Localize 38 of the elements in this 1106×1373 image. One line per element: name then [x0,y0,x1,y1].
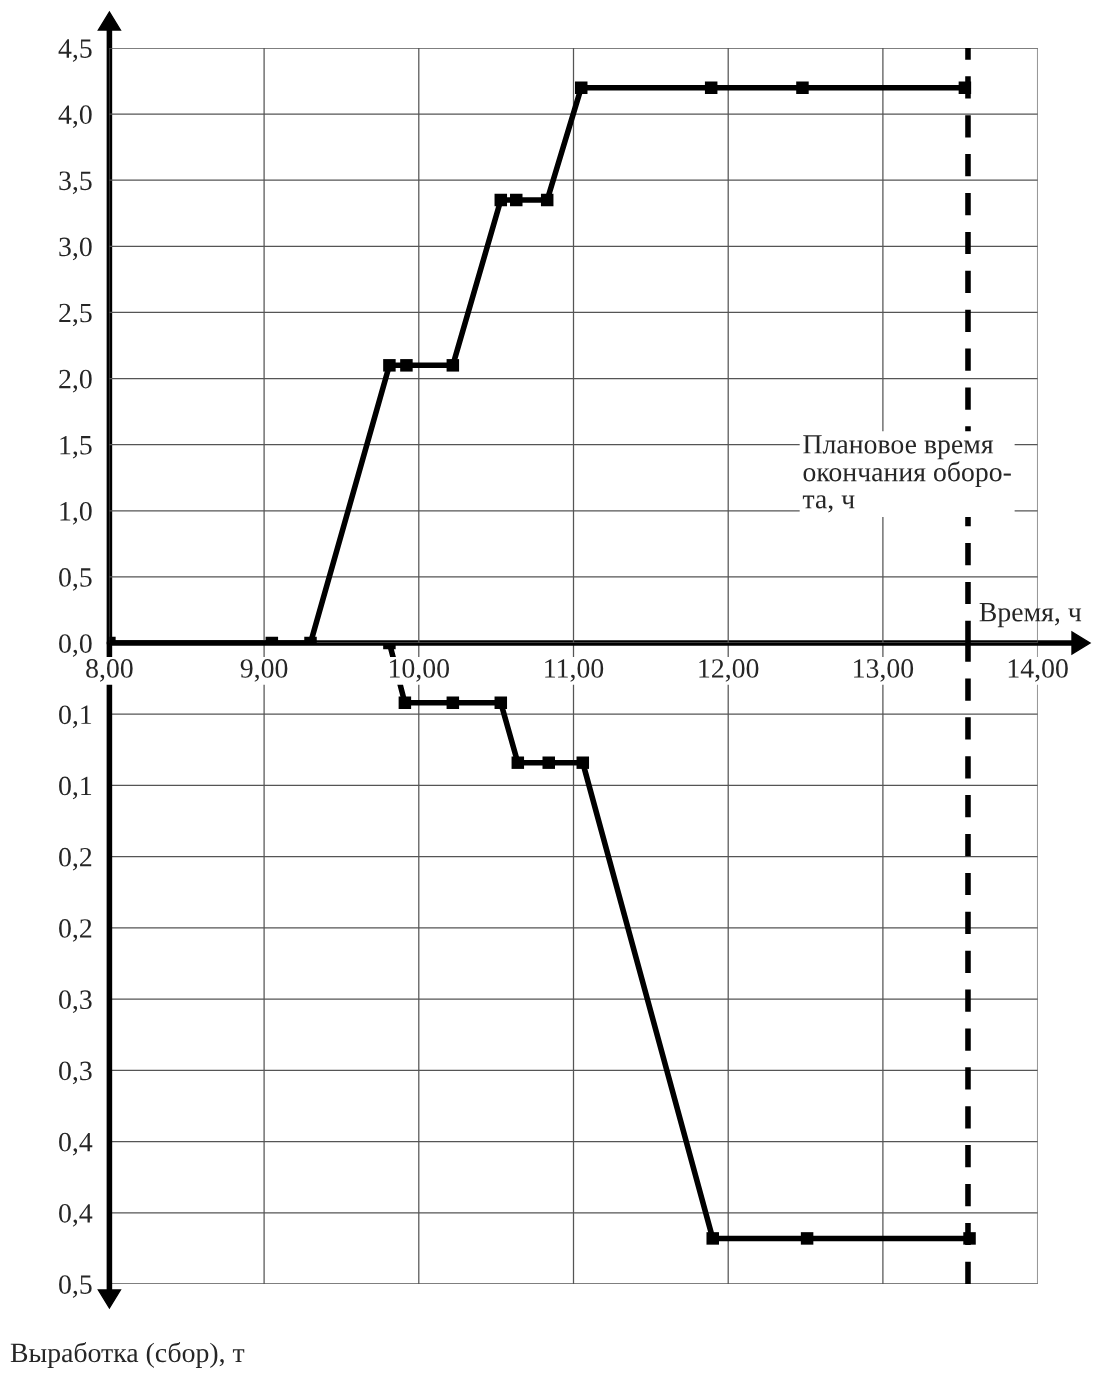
y-tick-label: 2,0 [59,369,92,393]
y-tick-label: 0,2 [59,919,92,942]
point [398,696,412,710]
y-tick-label: 0,0 [59,634,92,657]
y-tick-label: 0,3 [59,990,92,1014]
x-tick-label: 9,00 [240,659,288,682]
y-tick-label: 0,3 [59,1061,92,1085]
y-axis-title: Выработка (сбор), т [10,1342,245,1368]
x-tick-label: 14,00 [1008,659,1068,682]
point [576,756,590,769]
point [446,696,460,710]
y-tick-label: 0,2 [59,847,92,871]
point [800,1232,814,1245]
x-tick-label: 10,00 [389,659,449,682]
point [494,696,508,710]
x-axis-title: Время, ч [979,603,1082,628]
x-tick-label: 11,00 [545,659,604,682]
y-tick-label: 0,1 [59,705,92,729]
y-tick-label: 0,5 [59,1275,92,1298]
y-tick-label: 3,5 [59,171,92,195]
y-tick-label: 0,4 [59,1203,93,1227]
y-tick-label: 3,0 [59,237,92,261]
y-tick-label: 0,5 [59,568,92,591]
y-tick-label: 2,5 [59,303,92,327]
y-tick-label: 0,4 [59,1132,93,1156]
ref-line-label: Плановое время окончания оборо- та, ч [802,435,1011,513]
y-tick-label: 4,0 [58,105,92,129]
x-tick-label: 13,00 [854,659,914,682]
y-tick-label: 1,0 [60,501,92,525]
y-tick-label: 0,1 [59,776,92,800]
y-tick-label: 1,5 [60,435,92,459]
point [963,1232,976,1245]
x-tick-label: 12,00 [699,659,759,682]
y-tick-label: 4,5 [58,39,92,62]
point [542,756,555,769]
point [706,1232,719,1245]
x-tick-label: 8,00 [86,659,133,682]
point [511,756,525,769]
